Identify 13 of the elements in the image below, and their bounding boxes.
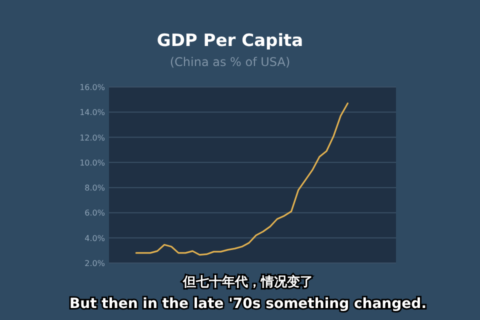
line-series <box>135 102 348 256</box>
chart-subtitle: (China as % of USA) <box>170 55 290 69</box>
y-tick-label: 16.0% <box>80 83 106 92</box>
y-tick-label: 8.0% <box>84 184 106 193</box>
y-tick-label: 6.0% <box>84 208 106 218</box>
y-tick-label: 2.0% <box>84 259 106 268</box>
text: But then in the late '70s something changed. <box>69 296 427 312</box>
text: 但七十年代，情况变了 <box>182 274 313 290</box>
y-tick-label: 4.0% <box>84 234 106 243</box>
chart-title: GDP Per Capita <box>156 31 304 51</box>
y-tick-label: 12.0% <box>80 133 106 142</box>
y-tick-label: 10.0% <box>80 158 106 168</box>
y-tick-label: 14.0% <box>80 108 106 118</box>
